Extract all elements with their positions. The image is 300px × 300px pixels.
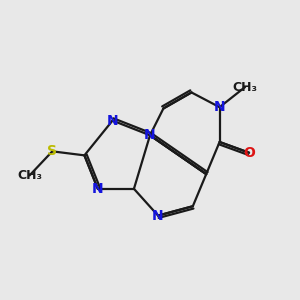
Text: O: O bbox=[243, 146, 255, 160]
Text: N: N bbox=[107, 114, 118, 128]
Text: N: N bbox=[144, 128, 156, 142]
Text: CH₃: CH₃ bbox=[232, 81, 257, 94]
Text: N: N bbox=[152, 208, 164, 223]
Text: S: S bbox=[47, 144, 57, 158]
Text: N: N bbox=[214, 100, 225, 114]
Text: CH₃: CH₃ bbox=[17, 169, 42, 182]
Text: N: N bbox=[92, 182, 103, 196]
